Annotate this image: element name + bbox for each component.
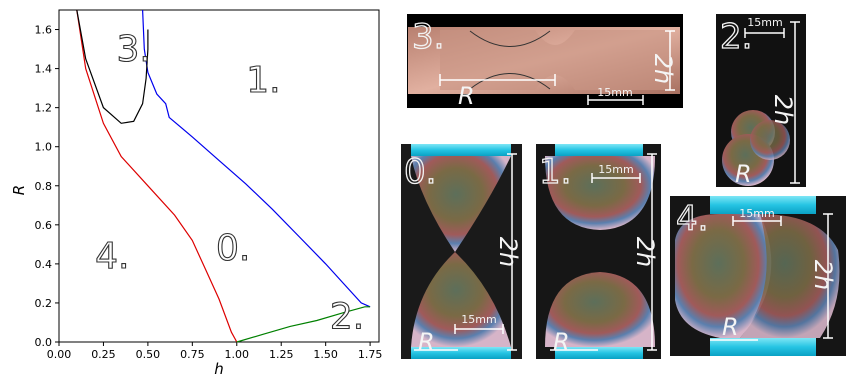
photo1-label: 1.	[539, 152, 571, 192]
x-tick-label: 0.75	[180, 348, 205, 361]
x-tick-label: 0.00	[47, 348, 72, 361]
x-tick-label: 0.25	[91, 348, 116, 361]
axis-ticks: 0.00 0.25 0.50 0.75 1.00 1.25 1.50 1.75 0.0 0.2 0.…	[35, 24, 383, 361]
photo4-scale: 15mm	[739, 207, 774, 220]
photo0-2h: 2h	[494, 237, 522, 267]
photo2-2h: 2h	[769, 95, 797, 125]
region-labels: 3. 1. 0. 4. 2.	[95, 28, 365, 338]
photo3-2h: 2h	[649, 54, 677, 84]
x-tick-label: 1.75	[358, 348, 383, 361]
chart: 0.00 0.25 0.50 0.75 1.00 1.25 1.50 1.75 0.0 0.2 0.…	[10, 9, 383, 378]
y-tick-label: 0.4	[35, 258, 53, 271]
y-tick-label: 0.6	[35, 219, 53, 232]
photo-regime-1: 15mm 1. R 2h	[536, 144, 661, 359]
photo3-scale: 15mm	[597, 86, 632, 99]
photo3-R: R	[458, 82, 475, 110]
boundary-curve-3	[76, 9, 149, 124]
x-tick-label: 0.50	[136, 348, 161, 361]
photo-regime-4: 15mm 4. R 2h	[670, 196, 846, 356]
y-tick-label: 1.6	[35, 24, 53, 37]
region-label: 4.	[95, 236, 129, 277]
y-tick-label: 0.2	[35, 297, 53, 310]
x-tick-label: 1.25	[269, 348, 294, 361]
x-tick-label: 1.50	[313, 348, 338, 361]
boundary-curve-4	[236, 306, 371, 343]
y-tick-label: 1.0	[35, 141, 53, 154]
photo-regime-3: 15mm 3. R 2h	[407, 14, 683, 110]
y-tick-label: 1.4	[35, 63, 53, 76]
region-label: 1.	[246, 60, 280, 101]
plot-area	[58, 9, 380, 343]
boundary-curve-2	[76, 9, 238, 343]
y-tick-label: 1.2	[35, 102, 53, 115]
y-tick-label: 0.0	[35, 336, 53, 349]
x-axis-label: h	[214, 360, 224, 378]
photo1-scale: 15mm	[598, 163, 633, 176]
photo4-R: R	[722, 313, 739, 341]
photo0-label: 0.	[404, 152, 436, 192]
photo3-label: 3.	[412, 17, 444, 57]
region-label: 3.	[116, 29, 150, 70]
region-label: 0.	[216, 228, 250, 269]
photo4-2h: 2h	[809, 260, 837, 290]
photo1-R: R	[553, 328, 570, 356]
photo-regime-0: 15mm 0. R 2h	[401, 144, 522, 359]
photo-regime-2: 15mm 2. R 2h	[716, 14, 806, 188]
photo0-scale: 15mm	[461, 313, 496, 326]
boundary-curve-1	[142, 9, 371, 308]
photo4-label: 4.	[676, 199, 708, 239]
photo2-scale: 15mm	[747, 16, 782, 29]
y-tick-label: 0.8	[35, 180, 53, 193]
x-tick-label: 1.00	[225, 348, 250, 361]
photo0-R: R	[418, 328, 435, 356]
photo2-R: R	[735, 160, 752, 188]
photo2-label: 2.	[720, 17, 752, 57]
region-label: 2.	[330, 296, 364, 337]
y-axis-label: R	[10, 185, 28, 195]
photo1-2h: 2h	[631, 237, 659, 267]
phase-boundaries	[76, 9, 371, 343]
